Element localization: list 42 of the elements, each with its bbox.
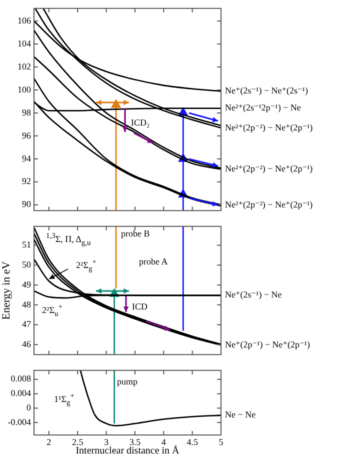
x-tick-label: 4 (161, 436, 166, 447)
y-axis-title: Energy in eV (0, 261, 12, 320)
series-label: Ne − Ne (225, 410, 256, 421)
annotation: ICD (132, 302, 148, 312)
series-label: Ne⁺(2s⁻¹) − Ne (225, 290, 282, 301)
y-tick-label: 94 (22, 153, 32, 164)
series-label: Ne²⁺(2p⁻²) − Ne⁺(2p⁻¹) (225, 122, 313, 134)
series-label: Ne⁺(2p⁻¹) − Ne⁺(2p⁻¹) (225, 339, 310, 350)
y-tick-label: 51 (22, 240, 31, 250)
annotation: probe B (121, 228, 150, 240)
y-tick-label: 49 (22, 279, 32, 290)
x-tick-label: 5 (218, 436, 224, 447)
annotation: probe A (139, 256, 168, 268)
y-tick-label: 46 (22, 339, 32, 350)
series-label: Ne²⁺(2p⁻²) − Ne⁺(2p⁻¹) (225, 164, 313, 175)
y-tick-label: 100 (18, 84, 32, 94)
y-tick-label: 90 (22, 199, 32, 210)
series-label: Ne²⁺(2s⁻¹2p⁻¹) − Ne (225, 102, 301, 114)
x-tick-label: 3 (104, 436, 110, 447)
y-tick-label: -0.004 (8, 416, 32, 427)
y-tick-label: 102 (18, 61, 31, 72)
series-label: Ne⁺(2s⁻¹) − Ne⁺(2s⁻¹) (225, 86, 308, 97)
y-tick-label: 0 (26, 402, 32, 412)
y-tick-label: 50 (22, 260, 32, 270)
y-tick-label: 0.004 (10, 388, 32, 398)
x-tick-label: 2.5 (72, 436, 84, 447)
y-tick-label: 48 (22, 299, 32, 310)
y-tick-label: 47 (22, 319, 32, 330)
x-axis-title: Internuclear distance in Å (76, 444, 180, 457)
y-tick-label: 106 (18, 15, 32, 26)
y-tick-label: 98 (22, 107, 32, 118)
series-label: Ne²⁺(2p⁻²) − Ne⁺(2p⁻¹) (225, 199, 313, 210)
annotation: ICD₂ (131, 118, 150, 128)
x-tick-label: 2 (46, 436, 52, 447)
annotation: pump (117, 376, 138, 388)
y-tick-label: 96 (22, 130, 32, 140)
y-tick-label: 0.008 (10, 374, 32, 384)
y-tick-label: 104 (18, 38, 32, 48)
annotation: $^{1,3}$Σ, Π, Δ$_{g,u}$ (46, 230, 91, 248)
y-tick-label: 92 (22, 176, 31, 186)
x-tick-label: 3.5 (129, 436, 142, 447)
x-tick-label: 4.5 (186, 436, 198, 447)
